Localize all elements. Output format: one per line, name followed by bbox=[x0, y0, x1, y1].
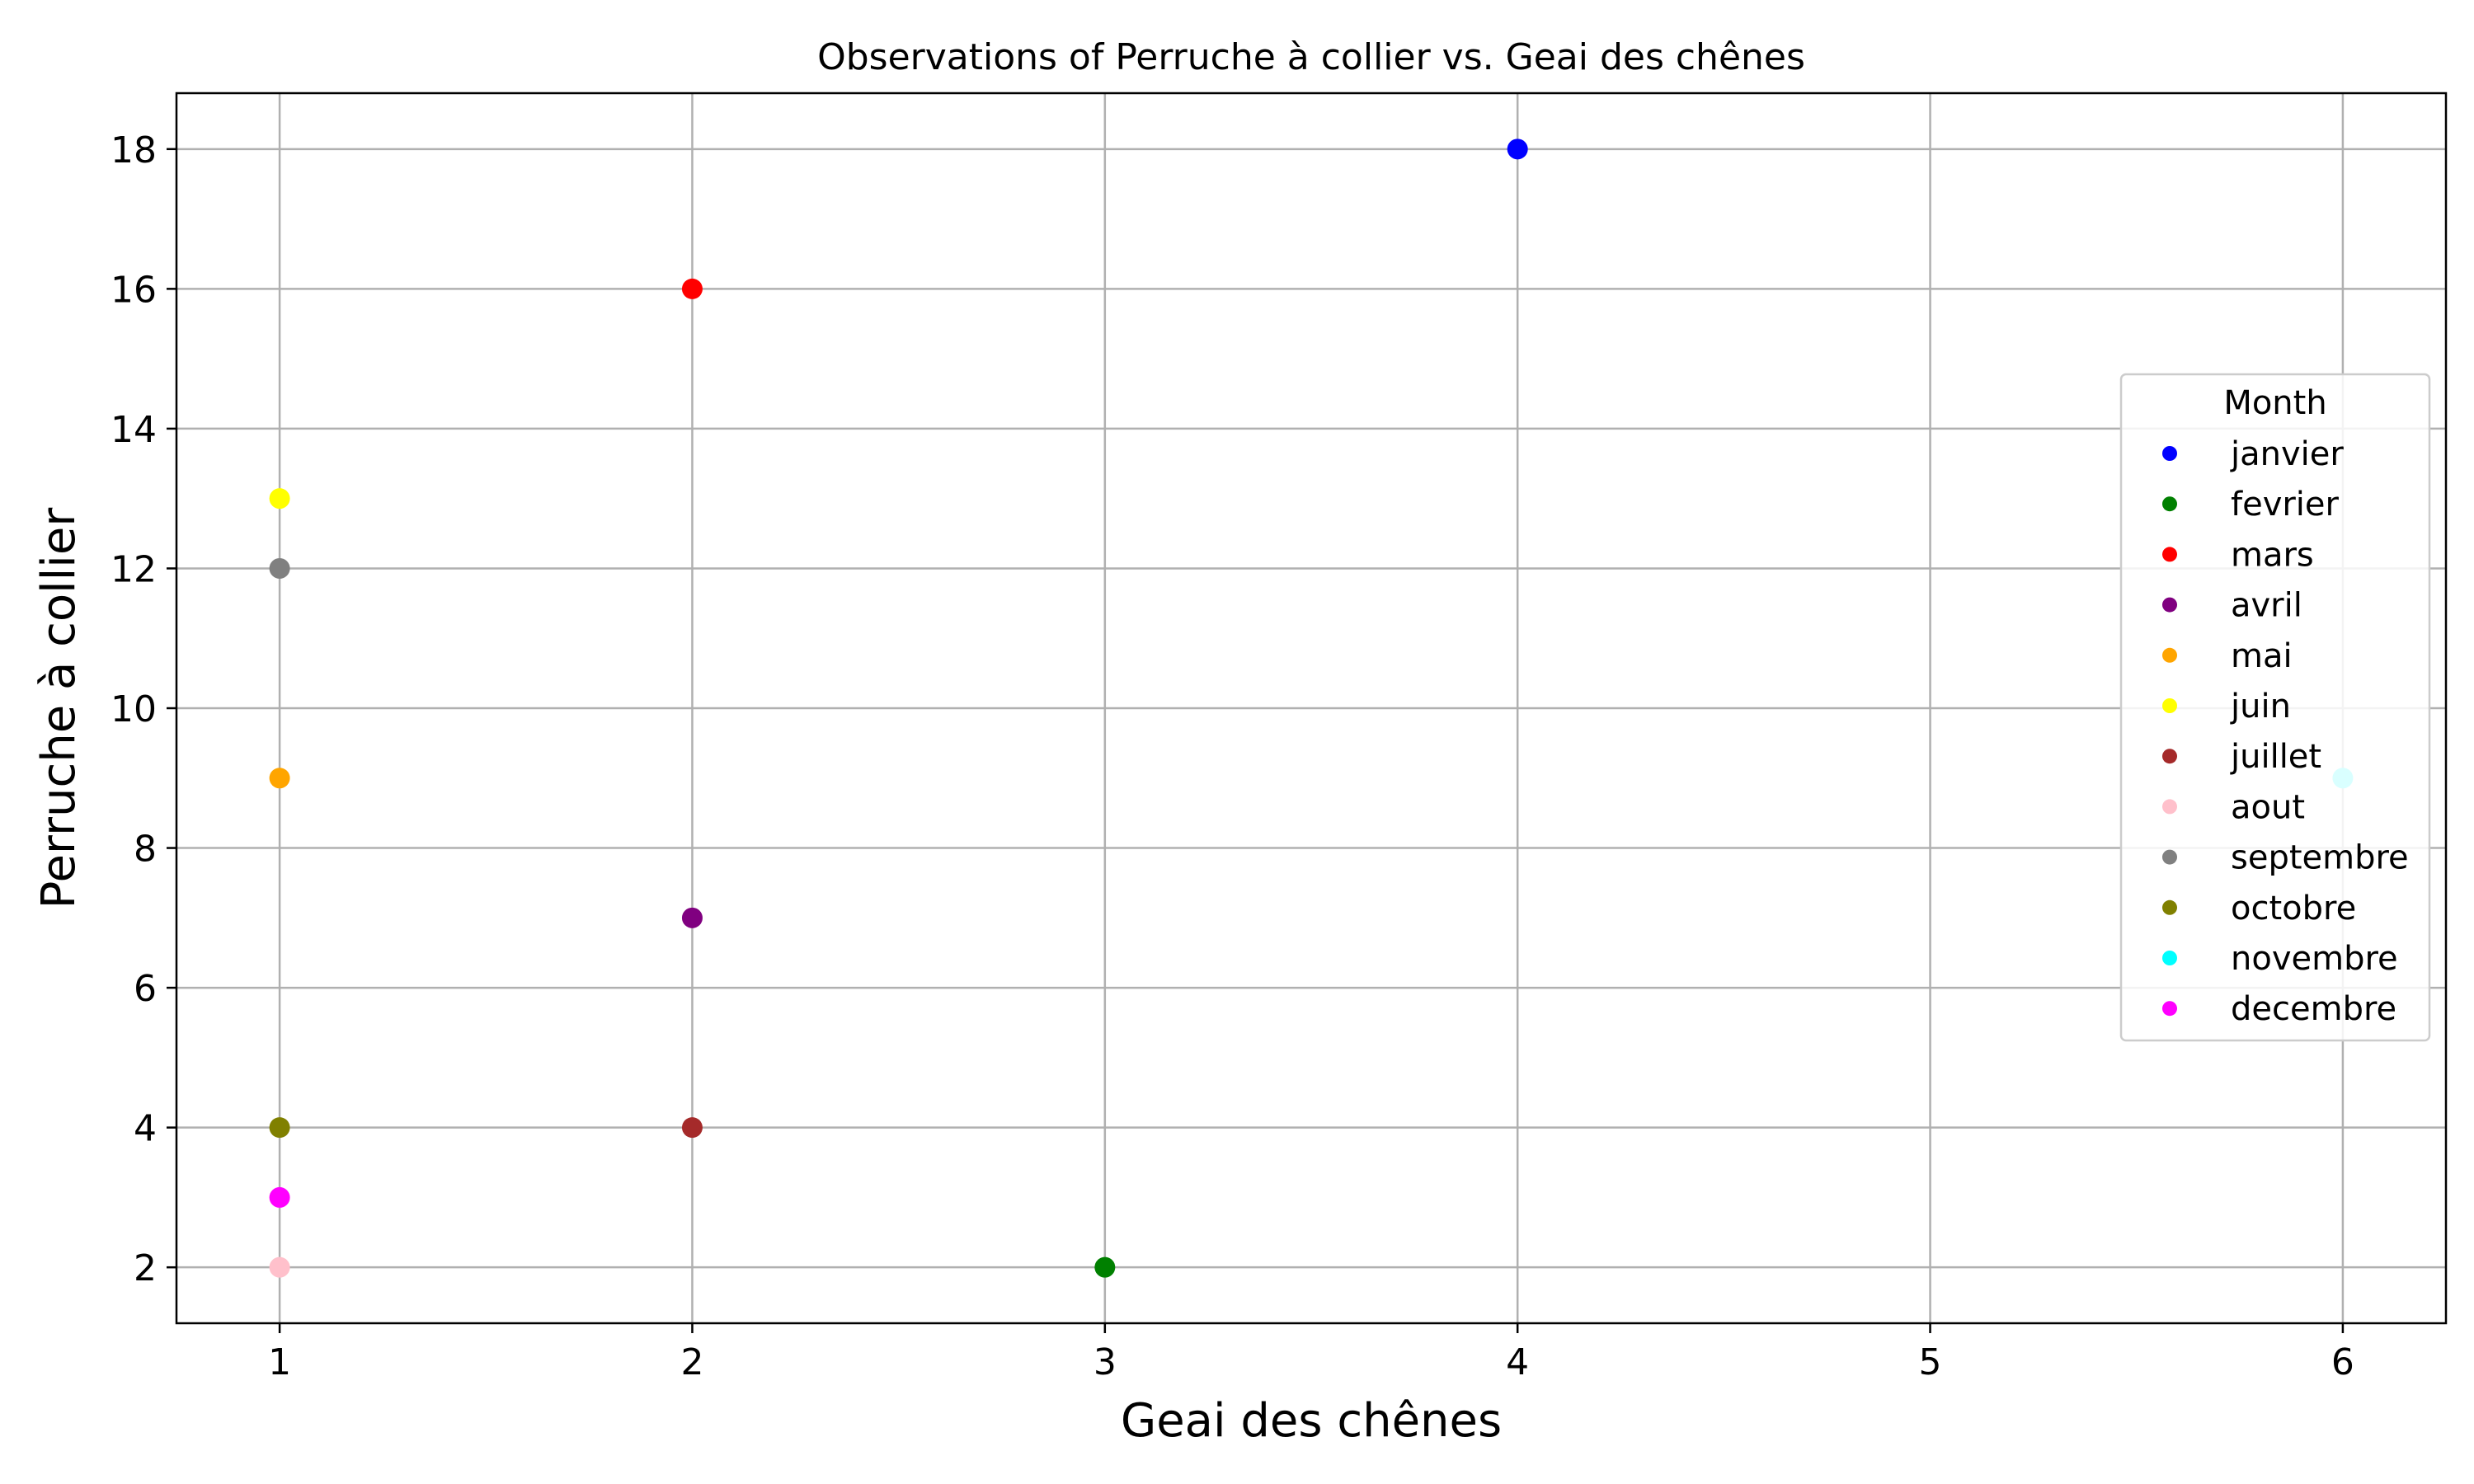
data-point-fevrier bbox=[1094, 1256, 1116, 1278]
legend-marker-novembre bbox=[2162, 951, 2177, 965]
legend-label-juillet: juillet bbox=[2230, 738, 2321, 776]
data-point-aout bbox=[269, 1256, 290, 1278]
y-tick-label: 4 bbox=[134, 1108, 157, 1150]
legend-marker-mai bbox=[2162, 647, 2177, 663]
data-point-mars bbox=[681, 278, 703, 299]
legend-marker-septembre bbox=[2162, 849, 2177, 865]
legend-label-janvier: janvier bbox=[2230, 435, 2344, 473]
legend-marker-juin bbox=[2162, 698, 2177, 713]
y-tick-label: 6 bbox=[134, 968, 157, 1010]
plot-area-frame bbox=[175, 92, 2448, 1325]
legend-marker-aout bbox=[2162, 799, 2177, 815]
data-point-juillet bbox=[681, 1117, 703, 1139]
data-point-septembre bbox=[269, 557, 290, 579]
y-axis-label: Perruche à collier bbox=[32, 507, 86, 909]
x-tick-label: 6 bbox=[2331, 1341, 2354, 1383]
legend-label-aout: aout bbox=[2231, 788, 2305, 826]
legend-box bbox=[2119, 373, 2431, 1042]
data-point-mai bbox=[269, 768, 290, 789]
x-tick-label: 2 bbox=[680, 1341, 703, 1383]
legend-label-fevrier: fevrier bbox=[2231, 486, 2340, 524]
legend-marker-avril bbox=[2162, 597, 2177, 613]
y-tick-label: 14 bbox=[111, 409, 157, 451]
x-tick-label: 1 bbox=[268, 1341, 291, 1383]
y-tick-label: 10 bbox=[111, 688, 157, 730]
legend-marker-juillet bbox=[2162, 749, 2177, 764]
legend: Month janvier fevrier mars avril mai juin juil… bbox=[2119, 373, 2431, 1042]
legend-marker-fevrier bbox=[2162, 496, 2177, 512]
legend-marker-octobre bbox=[2162, 899, 2177, 915]
x-tick-label: 3 bbox=[1094, 1341, 1117, 1383]
legend-marker-decembre bbox=[2162, 1001, 2177, 1017]
data-point-janvier bbox=[1507, 139, 1528, 160]
data-point-juin bbox=[269, 488, 290, 510]
y-tick-label: 8 bbox=[134, 829, 157, 871]
legend-label-mai: mai bbox=[2231, 637, 2293, 675]
legend-label-septembre: septembre bbox=[2231, 839, 2409, 877]
legend-items: janvier fevrier mars avril mai juin juillet aou… bbox=[2162, 435, 2409, 1028]
y-tick-label: 2 bbox=[134, 1247, 157, 1289]
y-tick-label: 16 bbox=[111, 269, 157, 311]
data-point-avril bbox=[681, 907, 703, 928]
legend-label-octobre: octobre bbox=[2231, 890, 2356, 928]
legend-label-decembre: decembre bbox=[2231, 990, 2396, 1028]
legend-label-mars: mars bbox=[2231, 536, 2314, 574]
x-axis-label: Geai des chênes bbox=[1121, 1394, 1502, 1448]
legend-label-juin: juin bbox=[2230, 688, 2291, 726]
y-tick-label: 18 bbox=[111, 129, 157, 171]
x-tick-label: 5 bbox=[1919, 1341, 1942, 1383]
chart-title: Observations of Perruche à collier vs. G… bbox=[817, 36, 1805, 78]
legend-marker-mars bbox=[2162, 547, 2177, 562]
y-tick-label: 12 bbox=[111, 548, 157, 590]
legend-label-novembre: novembre bbox=[2231, 940, 2398, 978]
x-tick-label: 4 bbox=[1506, 1341, 1529, 1383]
legend-title: Month bbox=[2223, 384, 2326, 422]
data-point-decembre bbox=[269, 1186, 290, 1208]
legend-label-avril: avril bbox=[2231, 587, 2302, 625]
data-point-octobre bbox=[269, 1117, 290, 1139]
legend-marker-janvier bbox=[2162, 446, 2177, 461]
